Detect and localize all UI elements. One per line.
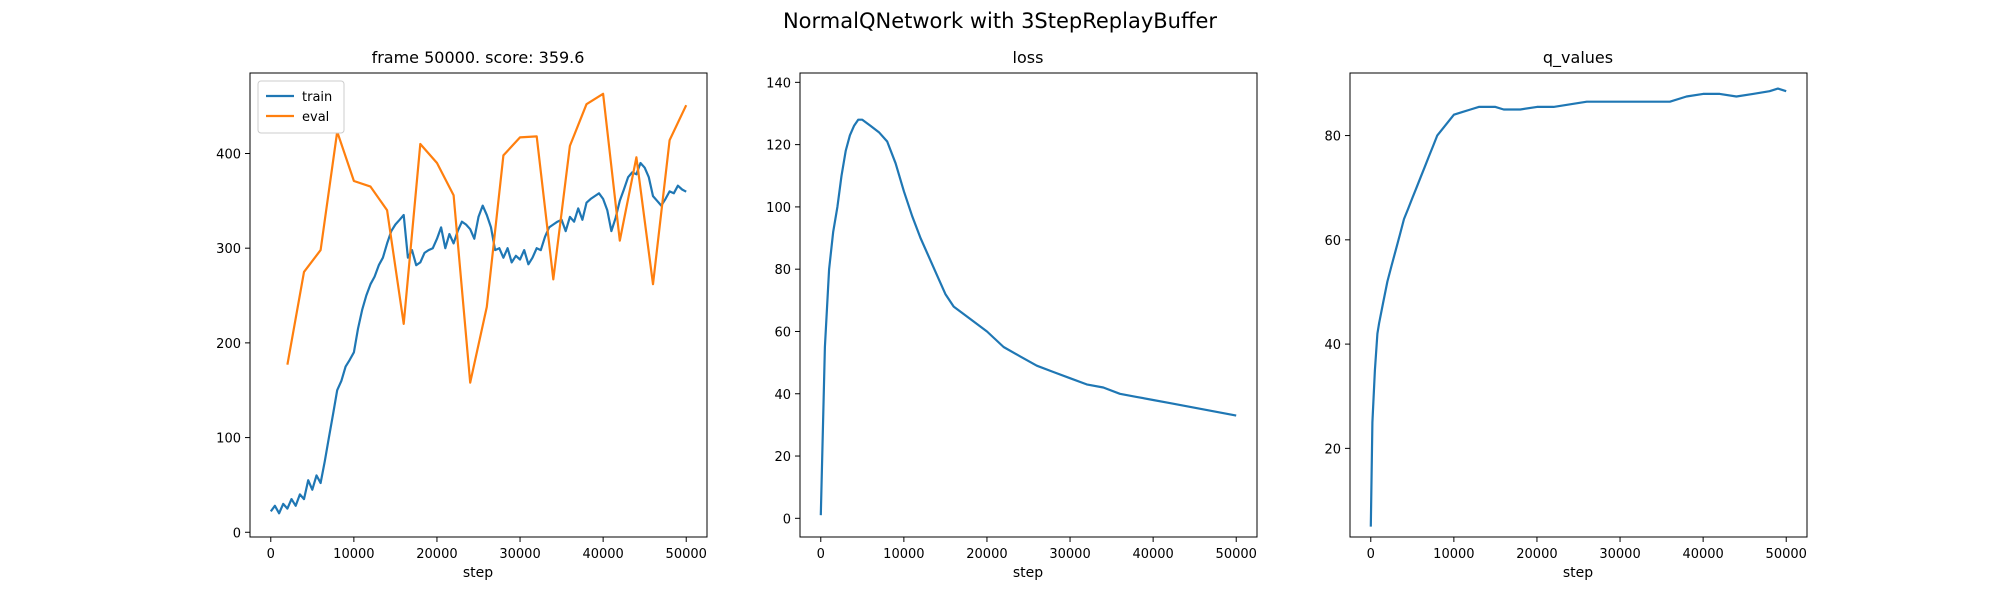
score-xtick-label: 30000 — [499, 547, 540, 562]
score-axes-frame — [249, 72, 708, 538]
q-values-plot-xlabel: step — [1563, 565, 1593, 581]
score-xtick-label: 20000 — [416, 547, 457, 562]
score-xtick-label: 40000 — [582, 547, 623, 562]
q-values-ytick-label: 80 — [1324, 130, 1341, 145]
score-ytick-label: 400 — [216, 147, 241, 162]
loss-plot: loss step 0 10000 20000 30000 40000 50000 0 20 4… — [766, 48, 1258, 581]
figure-title: NormalQNetwork with 3StepReplayBuffer — [783, 9, 1217, 33]
score-xtick-label: 50000 — [666, 547, 707, 562]
q-values-ytick-label: 40 — [1324, 338, 1341, 353]
q-values-series-line-line — [1369, 87, 1787, 527]
score-plot-title: frame 50000. score: 359.6 — [372, 48, 585, 67]
q-values-ytick-label: 20 — [1324, 442, 1341, 457]
q-values-xtick-label: 50000 — [1766, 547, 1807, 562]
score-legend — [257, 80, 345, 134]
loss-ytick-label: 0 — [783, 512, 791, 527]
loss-ytick-label: 60 — [774, 325, 791, 340]
q-values-ytick-label: 60 — [1324, 234, 1341, 249]
q-values-xtick-label: 10000 — [1433, 547, 1474, 562]
score-ytick-label: 300 — [216, 242, 241, 257]
legend-eval-label: eval — [302, 110, 329, 125]
score-xtick-label: 10000 — [333, 547, 374, 562]
loss-xtick-label: 20000 — [966, 547, 1007, 562]
score-series-eval-line — [286, 92, 688, 384]
score-xtick-label: 0 — [267, 547, 275, 562]
q-values-xtick-label: 0 — [1367, 547, 1375, 562]
q-values-xtick-label: 30000 — [1599, 547, 1640, 562]
loss-xtick-label: 30000 — [1049, 547, 1090, 562]
loss-ytick-label: 140 — [766, 76, 791, 91]
loss-series-line-line — [819, 118, 1237, 516]
loss-axes-frame — [799, 72, 1258, 538]
loss-xtick-label: 50000 — [1216, 547, 1257, 562]
score-plot: frame 50000. score: 359.6 step 0 10000 200… — [216, 48, 708, 581]
loss-ytick-label: 120 — [766, 139, 791, 154]
q-values-xtick-label: 20000 — [1516, 547, 1557, 562]
loss-ytick-label: 100 — [766, 201, 791, 216]
score-plot-xlabel: step — [463, 565, 493, 581]
loss-xtick-label: 10000 — [883, 547, 924, 562]
loss-ytick-label: 40 — [774, 388, 791, 403]
score-ytick-label: 100 — [216, 432, 241, 447]
q-values-plot: q_values step 0 10000 20000 30000 40000 50000… — [1324, 48, 1808, 581]
loss-plot-title: loss — [1013, 48, 1044, 67]
loss-ytick-label: 80 — [774, 263, 791, 278]
loss-plot-xlabel: step — [1013, 565, 1043, 581]
legend-train-label: train — [302, 90, 332, 105]
loss-xtick-label: 0 — [817, 547, 825, 562]
q-values-xtick-label: 40000 — [1682, 547, 1723, 562]
loss-ytick-label: 20 — [774, 450, 791, 465]
q-values-axes-frame — [1349, 72, 1808, 538]
loss-xtick-label: 40000 — [1132, 547, 1173, 562]
score-ytick-label: 200 — [216, 337, 241, 352]
q-values-plot-title: q_values — [1543, 48, 1613, 68]
score-ytick-label: 0 — [233, 526, 241, 541]
